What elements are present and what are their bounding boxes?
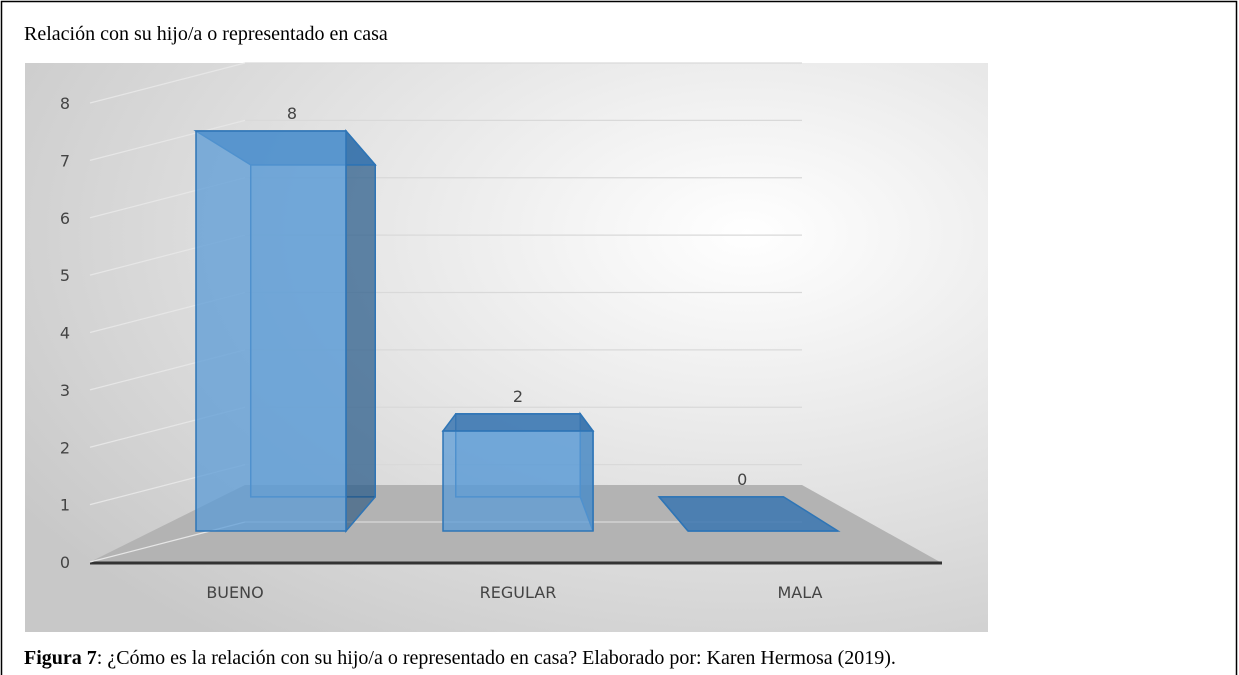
- side-grid-line: [89, 119, 246, 161]
- data-label: 0: [737, 470, 747, 489]
- y-tick-label: 3: [60, 381, 70, 400]
- y-tick-label: 4: [60, 324, 70, 343]
- y-tick-label: 5: [60, 266, 70, 285]
- x-tick-label: BUENO: [206, 583, 263, 602]
- bar: [193, 128, 377, 534]
- y-tick-label: 0: [60, 553, 70, 572]
- caption-text: : ¿Cómo es la relación con su hijo/a o r…: [97, 647, 896, 669]
- caption-label: Figura 7: [24, 647, 97, 669]
- y-tick-label: 7: [60, 151, 70, 170]
- y-tick-label: 2: [60, 438, 70, 457]
- bar-front: [442, 430, 594, 532]
- data-label: 8: [287, 104, 297, 123]
- chart-title: Relación con su hijo/a o representado en…: [24, 23, 388, 45]
- side-grid-line: [89, 62, 246, 104]
- caption: Figura 7: ¿Cómo es la relación con su hi…: [24, 647, 896, 669]
- bar-side: [345, 128, 376, 534]
- x-tick-label: MALA: [778, 583, 823, 602]
- x-tick-label: REGULAR: [480, 583, 557, 602]
- data-label: 2: [513, 387, 523, 406]
- bar: [657, 496, 841, 532]
- y-tick-label: 8: [60, 94, 70, 113]
- bar-top: [441, 413, 595, 432]
- y-tick-label: 1: [60, 496, 70, 515]
- bar: [441, 411, 595, 532]
- y-tick-label: 6: [60, 209, 70, 228]
- bar-front: [195, 130, 347, 532]
